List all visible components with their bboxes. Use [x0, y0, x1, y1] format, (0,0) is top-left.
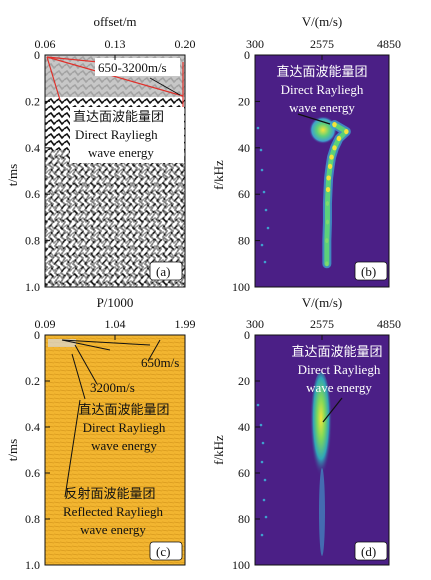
y-tick-label: 0.4 [25, 141, 40, 155]
panel-a: 650-3200m/s 直达面波能量团 Direct Rayliegh wave… [5, 14, 196, 294]
ylabel-c: t/ms [5, 439, 20, 461]
ridge-point [325, 186, 331, 193]
y-tick-label: 20 [238, 374, 250, 388]
y-tick-label: 0.2 [25, 94, 40, 108]
panel-c-plot [45, 335, 185, 565]
y-tick-label: 0.6 [25, 466, 40, 480]
ridge-point [336, 135, 342, 142]
annotation-c-direct-en2: wave energy [91, 438, 157, 453]
annotation-d-en1: Direct Rayliegh [298, 362, 381, 377]
y-tick-label: 0.8 [25, 234, 40, 248]
annotation-b-en1: Direct Rayliegh [281, 82, 364, 97]
ticks-b: 300 2575 4850 0 20 40 60 80 100 [232, 37, 401, 294]
y-tick-label: 40 [238, 420, 250, 434]
x-tick-label: 4850 [377, 317, 401, 331]
annotation-a-speed: 650-3200m/s [98, 60, 167, 75]
panel-label-c: (c) [156, 544, 170, 559]
ridge-point [329, 154, 334, 160]
ridge-point [325, 219, 330, 225]
annotation-d-zh: 直达面波能量团 [291, 344, 382, 359]
y-tick-label: 0.4 [25, 420, 40, 434]
ridge-point [325, 261, 329, 267]
ridge-point [344, 128, 349, 135]
x-tick-label: 1.04 [105, 317, 126, 331]
annotation-b-zh: 直达面波能量团 [276, 64, 367, 79]
ridge-b [322, 120, 351, 269]
y-tick-label: 40 [238, 141, 250, 155]
x-tick-label: 1.99 [175, 317, 196, 331]
x-tick-label: 0.06 [35, 37, 56, 51]
x-tick-label: 0.13 [105, 37, 126, 51]
ylabel-a: t/ms [5, 164, 20, 186]
y-tick-label: 100 [232, 280, 250, 294]
y-tick-label: 80 [238, 512, 250, 526]
annotation-b-en2: wave energy [289, 100, 355, 115]
y-tick-label: 0 [34, 328, 40, 342]
y-tick-label: 0.6 [25, 187, 40, 201]
ylabel-b: f/kHz [211, 160, 226, 190]
y-tick-label: 60 [238, 466, 250, 480]
panel-d: 直达面波能量团 Direct Rayliegh wave energy (d) … [211, 295, 401, 572]
y-tick-label: 0 [244, 328, 250, 342]
ridge-point [332, 145, 337, 151]
panel-d-dots [256, 403, 268, 537]
panel-b: 直达面波能量团 Direct Rayliegh wave energy (b) … [211, 14, 401, 294]
annotation-d-en2: wave energy [306, 380, 372, 395]
panel-label-a: (a) [156, 264, 170, 279]
y-tick-label: 100 [232, 558, 250, 572]
y-tick-label: 1.0 [25, 280, 40, 294]
ridge-point [326, 175, 331, 181]
ridge-point [327, 163, 333, 169]
annotation-c-reflect-en1: Reflected Rayliegh [63, 504, 163, 519]
ridge-point [325, 238, 329, 244]
panel-b-plot [255, 55, 389, 287]
xlabel-b: V/(m/s) [302, 14, 342, 29]
annotation-c-direct-zh: 直达面波能量团 [78, 402, 169, 417]
x-tick-label: 2575 [310, 317, 334, 331]
annotation-a-en2: wave energy [88, 145, 154, 160]
annotation-c-3200: 3200m/s [90, 380, 135, 395]
ylabel-d: f/kHz [211, 435, 226, 465]
panel-c-lines [61, 339, 161, 498]
panel-label-d: (d) [361, 544, 376, 559]
annotation-c-reflect-zh: 反射面波能量团 [64, 486, 155, 501]
annotation-a-zh: 直达面波能量团 [73, 109, 164, 124]
xlabel-c: P/1000 [97, 295, 134, 310]
panel-d-energy [310, 372, 332, 488]
y-tick-label: 0.8 [25, 512, 40, 526]
xlabel-d: V/(m/s) [302, 295, 342, 310]
annotation-c-reflect-en2: wave energy [80, 522, 146, 537]
annotation-a-en1: Direct Rayliegh [75, 127, 158, 142]
y-tick-label: 60 [238, 187, 250, 201]
y-tick-label: 20 [238, 94, 250, 108]
panel-label-b: (b) [361, 264, 376, 279]
panel-b-dots [256, 126, 270, 264]
y-tick-label: 0 [244, 48, 250, 62]
y-tick-label: 0.2 [25, 374, 40, 388]
xlabel-a: offset/m [93, 14, 136, 29]
x-tick-label: 0.09 [35, 317, 56, 331]
y-tick-label: 0 [34, 48, 40, 62]
x-tick-label: 300 [246, 317, 264, 331]
annotation-c-650: 650m/s [141, 355, 179, 370]
x-tick-label: 300 [246, 37, 264, 51]
ticks-d: 300 2575 4850 0 20 40 60 80 100 [232, 317, 401, 572]
y-tick-label: 1.0 [25, 558, 40, 572]
x-tick-label: 4850 [377, 37, 401, 51]
x-tick-label: 2575 [310, 37, 334, 51]
ticks-a: 0.06 0.13 0.20 0 0.2 0.4 0.6 0.8 1.0 [25, 37, 196, 294]
ridge-point [325, 201, 330, 206]
panel-c: 650m/s 3200m/s 直达面波能量团 Direct Rayliegh w… [5, 295, 196, 572]
x-tick-label: 0.20 [175, 37, 196, 51]
ticks-c: 0.09 1.04 1.99 0 0.2 0.4 0.6 0.8 1.0 [25, 317, 196, 572]
ridge-point [332, 122, 337, 128]
y-tick-label: 80 [238, 234, 250, 248]
annotation-c-direct-en1: Direct Rayliegh [83, 420, 166, 435]
